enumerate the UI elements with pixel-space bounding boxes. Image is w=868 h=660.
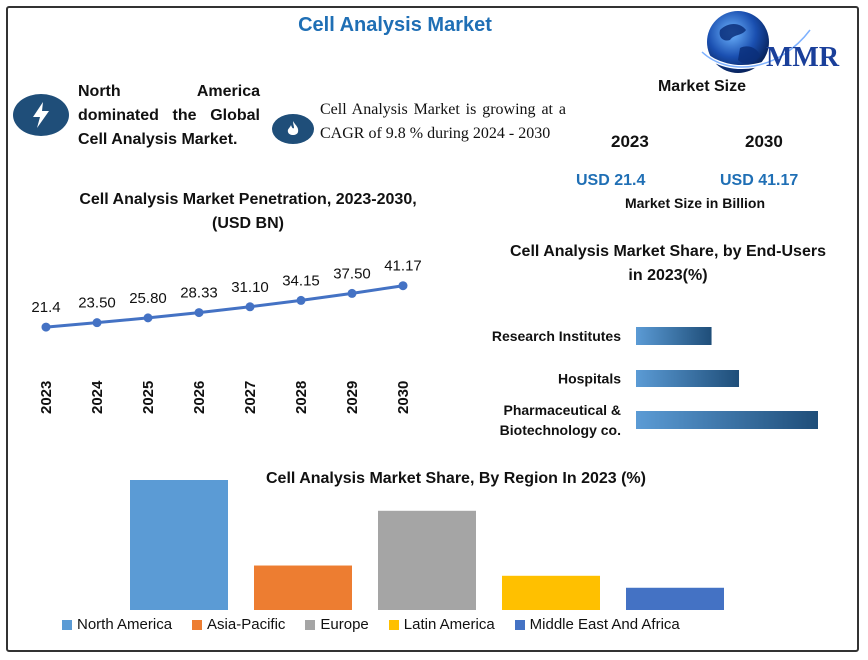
legend-item: Latin America (388, 616, 495, 633)
x-tick-label: 2027 (242, 381, 259, 414)
legend-label: North America (77, 616, 173, 633)
page-title: Cell Analysis Market (298, 14, 492, 36)
legend-item: Middle East And Africa (514, 616, 680, 633)
legend-swatch (62, 619, 72, 630)
enduser-bar (636, 370, 740, 387)
region-bar (254, 565, 352, 610)
line-chart-title: Cell Analysis Market Penetration, 2023-2… (79, 191, 417, 232)
category-label: Research Institutes (492, 328, 621, 344)
penetration-line-chart: 21.4 2023 23.50 2024 25.80 2025 28.33 2026 31.10… (31, 258, 422, 414)
category-label: Pharmaceutical & Biotechnology co. (500, 402, 621, 438)
mmr-logo: MMR (700, 11, 840, 73)
legend-label: Asia-Pacific (207, 616, 286, 633)
data-point (245, 302, 255, 312)
lightning-icon (13, 94, 69, 136)
legend-label: Latin America (403, 616, 495, 633)
x-tick-label: 2025 (140, 381, 157, 414)
legend-swatch (305, 619, 316, 630)
data-label: 31.10 (231, 279, 269, 296)
region-bar-chart (130, 480, 724, 610)
market-size-value-2023: USD 21.4 (576, 172, 646, 189)
data-label: 23.50 (78, 295, 116, 312)
legend-swatch (192, 619, 203, 630)
data-point (194, 308, 204, 318)
enduser-bar (636, 327, 712, 345)
region-highlight-text: North America dominated the Global Cell … (78, 83, 260, 148)
market-size-year-2030: 2030 (745, 132, 783, 151)
x-tick-label: 2028 (293, 381, 310, 414)
market-size-unit: Market Size in Billion (624, 195, 766, 211)
legend-label: Middle East And Africa (529, 616, 680, 633)
x-tick-label: 2023 (38, 381, 55, 414)
legend-item: North America (62, 616, 172, 633)
legend-item: Asia-Pacific (192, 616, 285, 633)
logo-text: MMR (766, 42, 840, 73)
flame-icon (272, 114, 314, 144)
category-label: Hospitals (558, 371, 621, 387)
data-point (296, 295, 306, 305)
x-tick-label: 2024 (89, 380, 106, 414)
data-point (347, 288, 357, 298)
data-label: 21.4 (31, 299, 60, 316)
data-label: 37.50 (333, 265, 371, 282)
data-point (143, 313, 153, 323)
x-tick-label: 2026 (191, 381, 208, 414)
market-size-year-2023: 2023 (611, 132, 649, 151)
market-size-value-2030: USD 41.17 (720, 172, 799, 189)
data-label: 25.80 (129, 290, 167, 307)
data-point (41, 322, 51, 332)
data-label: 34.15 (282, 272, 320, 289)
region-bar (378, 510, 476, 610)
penetration-series-line (45, 284, 404, 329)
region-chart-title: Cell Analysis Market Share, By Region In… (266, 470, 646, 487)
region-legend: North America Asia-Pacific Europe Latin Ame… (62, 616, 700, 633)
region-bar (502, 575, 600, 610)
region-bar (626, 587, 724, 610)
enduser-chart-title: Cell Analysis Market Share, by End-Users… (510, 243, 826, 284)
enduser-bar (636, 411, 818, 429)
cagr-highlight-text: Cell Analysis Market is growing at a CAG… (320, 101, 566, 142)
legend-label: Europe (320, 616, 369, 633)
data-label: 41.17 (384, 258, 422, 275)
x-tick-label: 2029 (344, 381, 361, 414)
data-point (92, 318, 102, 328)
enduser-bar-chart: Research Institutes Hospitals Pharmaceutic… (492, 327, 818, 438)
legend-swatch (388, 619, 399, 630)
legend-item: Europe (305, 616, 369, 633)
x-tick-label: 2030 (395, 381, 412, 414)
data-label: 28.33 (180, 285, 218, 302)
data-point (398, 281, 408, 291)
market-size-title: Market Size (657, 78, 747, 95)
legend-swatch (514, 619, 525, 630)
region-bar (130, 480, 228, 610)
